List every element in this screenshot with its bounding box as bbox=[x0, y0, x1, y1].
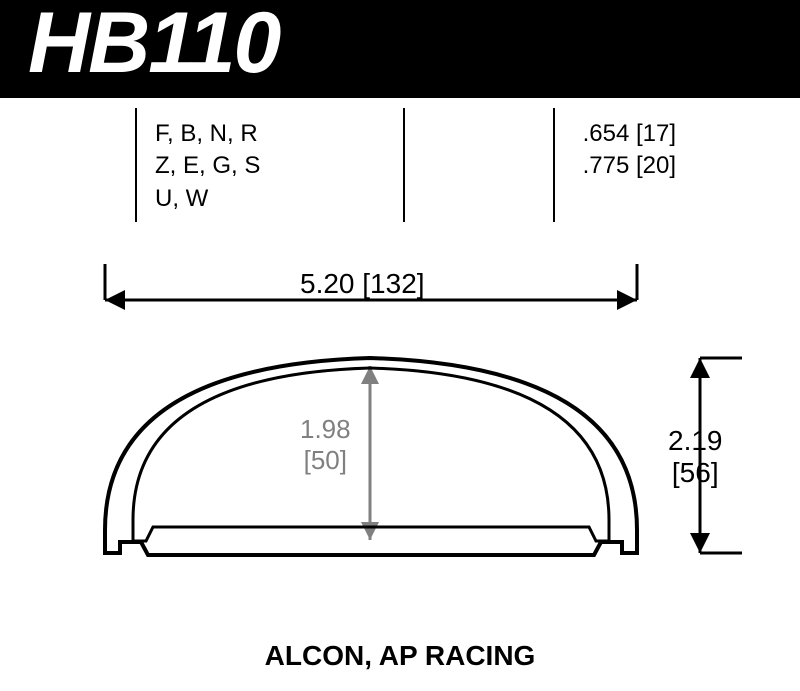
dimension-arrows-svg bbox=[0, 0, 800, 691]
inner-dimension-label: 1.98 [50] bbox=[300, 414, 351, 476]
width-arrow-left-head bbox=[105, 290, 125, 310]
inner-arrow-bottom-head bbox=[361, 522, 379, 540]
width-arrow-right-head bbox=[617, 290, 637, 310]
inner-value: 1.98 bbox=[300, 414, 351, 445]
height-value: 2.19 bbox=[668, 425, 723, 457]
height-arrow-bottom-head bbox=[690, 533, 710, 553]
height-mm: [56] bbox=[668, 457, 723, 489]
width-dimension-label: 5.20 [132] bbox=[300, 268, 425, 300]
height-dimension-label: 2.19 [56] bbox=[668, 425, 723, 489]
inner-arrow-group bbox=[361, 366, 379, 540]
height-arrow-top-head bbox=[690, 358, 710, 378]
footer-application: ALCON, AP RACING bbox=[0, 640, 800, 672]
inner-mm: [50] bbox=[300, 445, 351, 476]
diagram-root: HB110 F, B, N, R Z, E, G, S U, W .654 [1… bbox=[0, 0, 800, 691]
